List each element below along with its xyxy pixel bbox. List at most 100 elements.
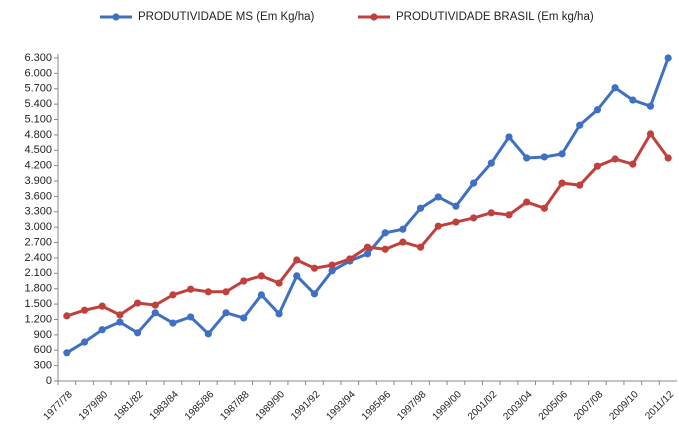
y-tick-label: 4.800 (24, 129, 52, 141)
legend-label: PRODUTIVIDADE MS (Em Kg/ha) (138, 11, 315, 23)
data-point (576, 121, 584, 129)
y-tick-label: 3.300 (24, 206, 52, 218)
data-point (63, 349, 71, 357)
data-point (558, 179, 566, 187)
y-tick-label: 3.600 (24, 190, 52, 202)
data-point (346, 255, 354, 263)
data-point (505, 133, 513, 141)
data-point (470, 179, 478, 187)
data-point (151, 301, 159, 309)
series-line (66, 131, 670, 318)
data-point (664, 154, 672, 162)
y-tick-label: 1.500 (24, 298, 52, 310)
y-tick-label: 1.800 (24, 283, 52, 295)
x-tick-label: 1999/00 (431, 389, 465, 423)
data-point (399, 225, 407, 233)
data-point (240, 277, 248, 285)
y-tick-label: 3.000 (24, 221, 52, 233)
x-tick-label: 1989/90 (254, 389, 288, 423)
x-tick-label: 1983/84 (148, 389, 182, 423)
y-tick-label: 2.100 (24, 267, 52, 279)
data-point (204, 330, 212, 338)
data-point (187, 285, 195, 293)
data-point (611, 84, 619, 92)
x-tick-label: 1985/86 (183, 389, 217, 423)
data-point (664, 54, 672, 62)
x-tick-label: 1977/78 (41, 389, 75, 423)
data-point (98, 326, 106, 334)
x-tick-label: 2009/10 (607, 389, 641, 423)
y-tick-label: 3.900 (24, 175, 52, 187)
data-point (63, 312, 71, 320)
data-point (151, 309, 159, 317)
x-tick-label: 2001/02 (466, 389, 500, 423)
data-point (470, 214, 478, 222)
data-point (293, 272, 301, 280)
data-point (416, 243, 425, 251)
data-point (328, 261, 336, 269)
x-tick-label: 1979/80 (77, 389, 111, 423)
x-tick-label: 1981/82 (112, 389, 146, 423)
data-point (310, 264, 319, 272)
data-point (169, 291, 177, 299)
data-point (240, 314, 248, 322)
data-point (116, 318, 124, 326)
data-point (204, 288, 212, 296)
y-tick-label: 2.700 (24, 236, 52, 248)
data-point (629, 96, 637, 104)
y-tick-label: 900 (34, 329, 52, 341)
data-point (611, 155, 619, 163)
data-point (487, 209, 495, 217)
data-point (133, 299, 142, 307)
data-point (434, 222, 442, 230)
data-point (98, 302, 106, 310)
data-point (452, 218, 460, 226)
data-point (80, 338, 89, 346)
data-point (629, 160, 637, 168)
y-tick-label: 5.700 (24, 83, 52, 95)
data-point (133, 329, 142, 337)
data-point (381, 245, 389, 253)
data-point (293, 256, 301, 264)
x-tick-label: 2003/04 (501, 389, 535, 423)
data-point (399, 238, 407, 246)
x-tick-label: 1997/98 (395, 389, 429, 423)
legend-marker (370, 13, 378, 21)
legend-marker (112, 13, 120, 21)
data-point (452, 202, 460, 210)
data-point (363, 250, 372, 258)
y-tick-label: 5.400 (24, 98, 52, 110)
data-point (434, 193, 442, 201)
y-tick-label: 0 (46, 375, 52, 387)
data-point (275, 279, 283, 287)
data-point (257, 272, 265, 280)
data-point (523, 198, 531, 206)
data-point (116, 311, 124, 319)
data-point (80, 306, 89, 314)
data-point (381, 229, 389, 237)
y-tick-label: 1.200 (24, 313, 52, 325)
data-point (222, 309, 230, 317)
y-tick-label: 5.100 (24, 113, 52, 125)
x-tick-label: 1995/96 (360, 389, 394, 423)
data-point (275, 310, 283, 318)
legend-label: PRODUTIVIDADE BRASIL (Em kg/ha) (396, 11, 594, 23)
data-point (505, 211, 513, 219)
data-point (416, 204, 425, 212)
data-point (363, 243, 372, 251)
x-tick-label: 2011/12 (643, 389, 676, 422)
data-point (169, 319, 177, 327)
data-point (523, 154, 531, 162)
y-tick-label: 300 (34, 360, 52, 372)
x-tick-label: 1993/94 (324, 389, 358, 423)
data-point (646, 102, 655, 110)
y-tick-label: 600 (34, 344, 52, 356)
data-point (222, 288, 230, 296)
data-point (558, 150, 566, 158)
y-tick-label: 4.200 (24, 160, 52, 172)
data-point (593, 106, 602, 114)
data-point (310, 290, 319, 298)
x-tick-label: 1991/92 (289, 389, 323, 423)
data-point (257, 291, 265, 299)
data-point (593, 162, 602, 170)
